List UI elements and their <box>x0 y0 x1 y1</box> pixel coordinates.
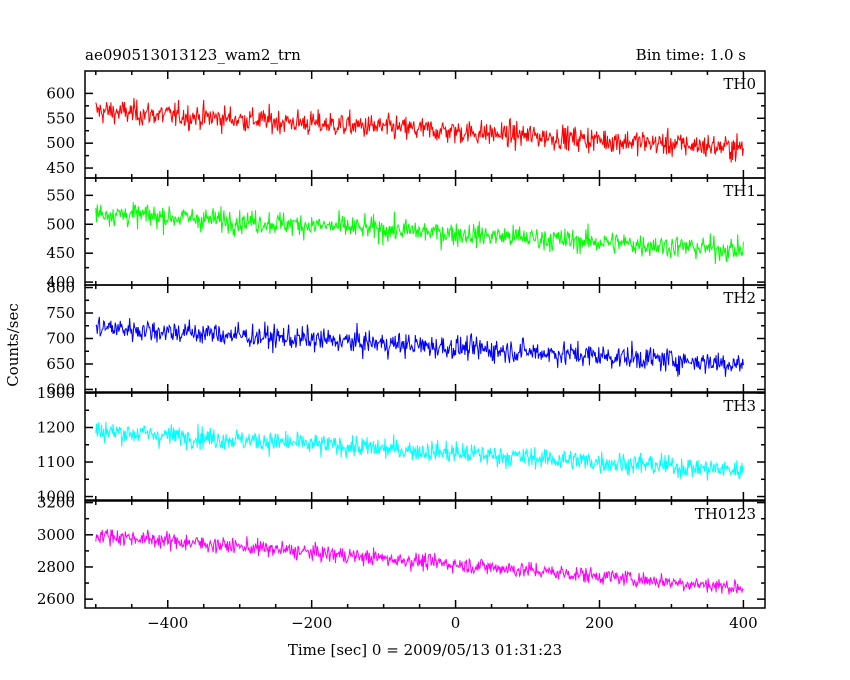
panel-frame-th3 <box>84 392 766 501</box>
x-tick-label: 200 <box>585 614 614 632</box>
y-tick-label: 1000 <box>37 488 75 506</box>
panel-frame-th2 <box>84 284 766 393</box>
y-tick-label: 450 <box>46 159 75 177</box>
x-axis-label: Time [sec] 0 = 2009/05/13 01:31:23 <box>288 641 562 659</box>
panels-group: 450 500 550 600 TH0 400 450 500 550 TH1 600 650 700 7… <box>37 70 766 632</box>
y-tick-label: 550 <box>46 186 75 204</box>
y-tick-label: 1300 <box>37 384 75 402</box>
panel-label-th0: TH0 <box>723 75 756 93</box>
x-tick-label: 400 <box>729 614 758 632</box>
series-line-th2 <box>95 316 744 377</box>
panel-frame-th0 <box>84 70 766 179</box>
x-tick-label: −400 <box>147 614 188 632</box>
panel-label-th0123: TH0123 <box>695 505 756 523</box>
x-tick-label: −200 <box>291 614 332 632</box>
series-line-th3 <box>95 421 744 481</box>
panel-label-th3: TH3 <box>723 397 756 415</box>
y-tick-label: 700 <box>46 330 75 348</box>
y-tick-label: 750 <box>46 304 75 322</box>
y-tick-label: 2600 <box>37 590 75 608</box>
series-line-th0 <box>95 97 744 163</box>
y-tick-label: 500 <box>46 134 75 152</box>
y-tick-label: 550 <box>46 109 75 127</box>
series-line-th1 <box>95 202 744 264</box>
series-line-th0123 <box>95 529 744 595</box>
y-tick-label: 650 <box>46 355 75 373</box>
y-tick-label: 500 <box>46 215 75 233</box>
y-tick-label: 1100 <box>37 453 75 471</box>
y-axis-label: Counts/sec <box>4 303 22 387</box>
y-tick-label: 450 <box>46 244 75 262</box>
y-tick-label: 800 <box>46 279 75 297</box>
y-tick-label: 400 <box>46 273 75 291</box>
panel-frame-th0123 <box>84 500 766 609</box>
y-tick-label: 600 <box>46 380 75 398</box>
panel-label-th2: TH2 <box>723 289 756 307</box>
y-tick-label: 2800 <box>37 558 75 576</box>
chart-title: ae090513013123_wam2_trn <box>85 46 301 64</box>
y-tick-label: 3200 <box>37 494 75 512</box>
x-tick-label: 0 <box>451 614 461 632</box>
y-tick-label: 1200 <box>37 419 75 437</box>
panel-label-th1: TH1 <box>723 182 756 200</box>
y-tick-label: 600 <box>46 84 75 102</box>
bin-time-label: Bin time: 1.0 s <box>636 46 746 64</box>
y-tick-label: 3000 <box>37 526 75 544</box>
